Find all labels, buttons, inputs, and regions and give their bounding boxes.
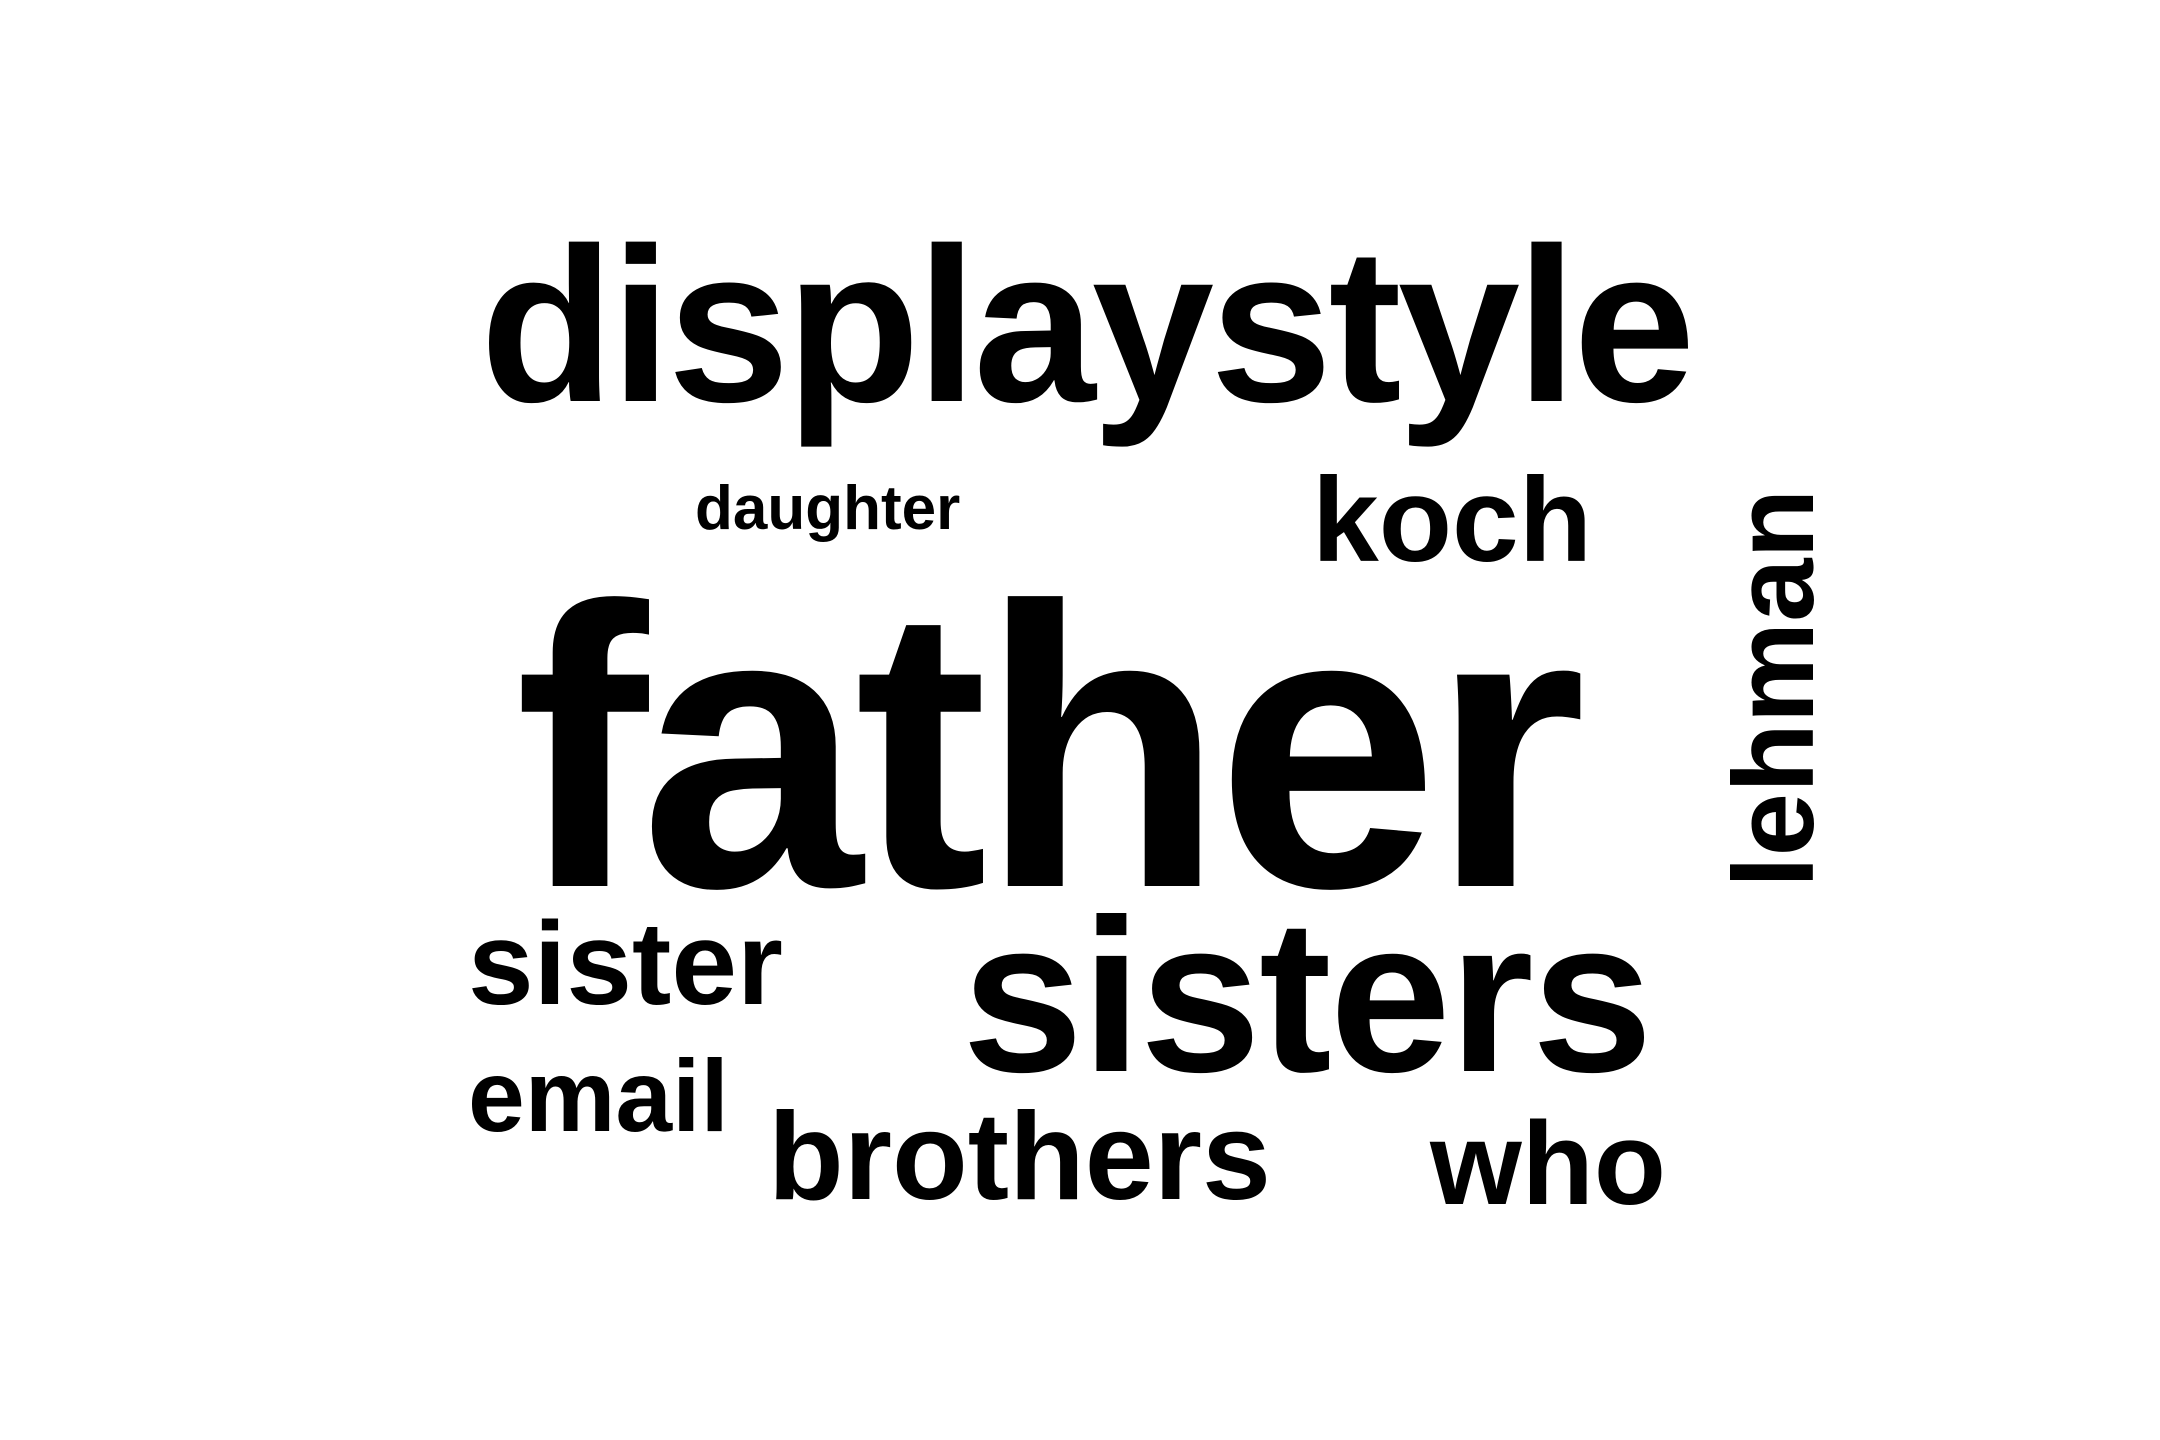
word-who: who xyxy=(1430,1098,1666,1230)
word-brothers: brothers xyxy=(768,1088,1271,1226)
word-email: email xyxy=(468,1039,729,1153)
word-sister: sister xyxy=(468,898,783,1030)
word-koch: koch xyxy=(1312,453,1593,587)
word-father: father xyxy=(515,524,1586,971)
word-displaystyle: displaystyle xyxy=(480,202,1696,448)
word-lehman: lehman xyxy=(1711,488,1838,888)
word-daughter: daughter xyxy=(695,474,961,543)
word-sisters: sisters xyxy=(962,875,1653,1118)
